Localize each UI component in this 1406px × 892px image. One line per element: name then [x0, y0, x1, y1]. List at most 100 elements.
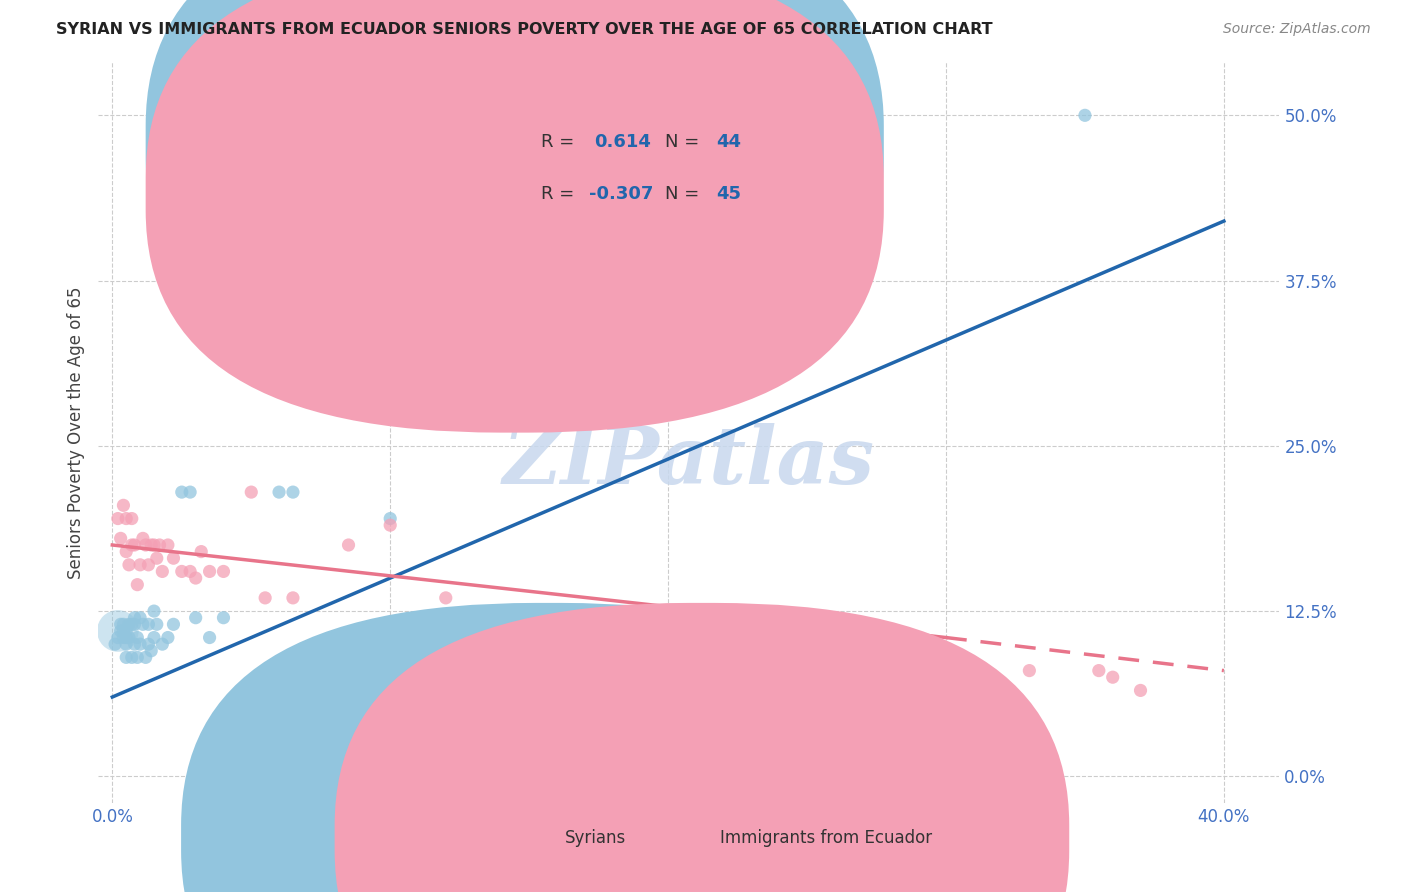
Point	[129, 611, 152, 625]
Point	[121, 511, 143, 525]
FancyBboxPatch shape	[335, 603, 1069, 892]
Point	[267, 485, 290, 500]
Point	[110, 617, 132, 632]
Point	[115, 650, 138, 665]
Point	[118, 631, 141, 645]
Text: ZIPatlas: ZIPatlas	[503, 424, 875, 501]
Point	[150, 565, 173, 579]
Point	[107, 511, 129, 525]
Point	[170, 485, 193, 500]
Text: R =: R =	[541, 185, 581, 202]
Point	[179, 485, 201, 500]
Point	[1074, 108, 1097, 122]
Point	[115, 624, 138, 638]
Point	[115, 637, 138, 651]
Point	[104, 637, 127, 651]
Point	[491, 631, 513, 645]
Text: -0.307: -0.307	[589, 185, 652, 202]
Point	[657, 644, 679, 658]
Point	[1129, 683, 1152, 698]
Point	[112, 624, 135, 638]
FancyBboxPatch shape	[146, 0, 884, 433]
Point	[190, 544, 212, 558]
Y-axis label: Seniors Poverty Over the Age of 65: Seniors Poverty Over the Age of 65	[66, 286, 84, 579]
Point	[124, 611, 146, 625]
Point	[254, 591, 277, 605]
Point	[162, 551, 184, 566]
Point	[129, 558, 152, 572]
Point	[337, 538, 360, 552]
Point	[434, 591, 457, 605]
Point	[124, 637, 146, 651]
Point	[127, 631, 149, 645]
Point	[156, 538, 179, 552]
Point	[602, 637, 624, 651]
Text: R =: R =	[541, 133, 581, 151]
Point	[141, 644, 163, 658]
Point	[107, 624, 129, 638]
Point	[184, 611, 207, 625]
Point	[135, 650, 157, 665]
Point	[170, 565, 193, 579]
Point	[156, 631, 179, 645]
Point	[121, 538, 143, 552]
Point	[121, 617, 143, 632]
Text: N =: N =	[665, 133, 706, 151]
Point	[143, 631, 166, 645]
Point	[127, 577, 149, 591]
Text: Immigrants from Ecuador: Immigrants from Ecuador	[720, 829, 932, 847]
Text: 45: 45	[716, 185, 741, 202]
Point	[115, 544, 138, 558]
Point	[127, 650, 149, 665]
Point	[124, 538, 146, 552]
Point	[768, 274, 790, 288]
Text: SYRIAN VS IMMIGRANTS FROM ECUADOR SENIORS POVERTY OVER THE AGE OF 65 CORRELATION: SYRIAN VS IMMIGRANTS FROM ECUADOR SENIOR…	[56, 22, 993, 37]
Point	[546, 637, 568, 651]
Point	[121, 650, 143, 665]
Point	[124, 617, 146, 632]
Point	[107, 631, 129, 645]
Text: Source: ZipAtlas.com: Source: ZipAtlas.com	[1223, 22, 1371, 37]
FancyBboxPatch shape	[477, 111, 796, 226]
Text: Syrians: Syrians	[565, 829, 626, 847]
Point	[118, 617, 141, 632]
Point	[281, 591, 304, 605]
Point	[143, 604, 166, 618]
Point	[112, 499, 135, 513]
Point	[141, 538, 163, 552]
Point	[491, 631, 513, 645]
Point	[143, 538, 166, 552]
Point	[212, 565, 235, 579]
Point	[135, 538, 157, 552]
Point	[148, 538, 170, 552]
Point	[240, 485, 263, 500]
Point	[146, 617, 169, 632]
Point	[1101, 670, 1123, 684]
Point	[162, 617, 184, 632]
Point	[132, 617, 155, 632]
Point	[112, 617, 135, 632]
Point	[115, 511, 138, 525]
Text: 44: 44	[716, 133, 741, 151]
Point	[118, 558, 141, 572]
Point	[1018, 664, 1040, 678]
Point	[380, 511, 402, 525]
Point	[138, 558, 160, 572]
Point	[146, 551, 169, 566]
Point	[212, 611, 235, 625]
Point	[879, 650, 901, 665]
Point	[110, 532, 132, 546]
Point	[129, 637, 152, 651]
Point	[110, 624, 132, 638]
FancyBboxPatch shape	[146, 0, 884, 381]
Point	[138, 637, 160, 651]
Point	[713, 631, 735, 645]
Point	[198, 565, 221, 579]
Point	[281, 485, 304, 500]
FancyBboxPatch shape	[181, 603, 915, 892]
Text: 0.614: 0.614	[595, 133, 651, 151]
Point	[115, 631, 138, 645]
Point	[1088, 664, 1111, 678]
Point	[112, 631, 135, 645]
Point	[198, 631, 221, 645]
